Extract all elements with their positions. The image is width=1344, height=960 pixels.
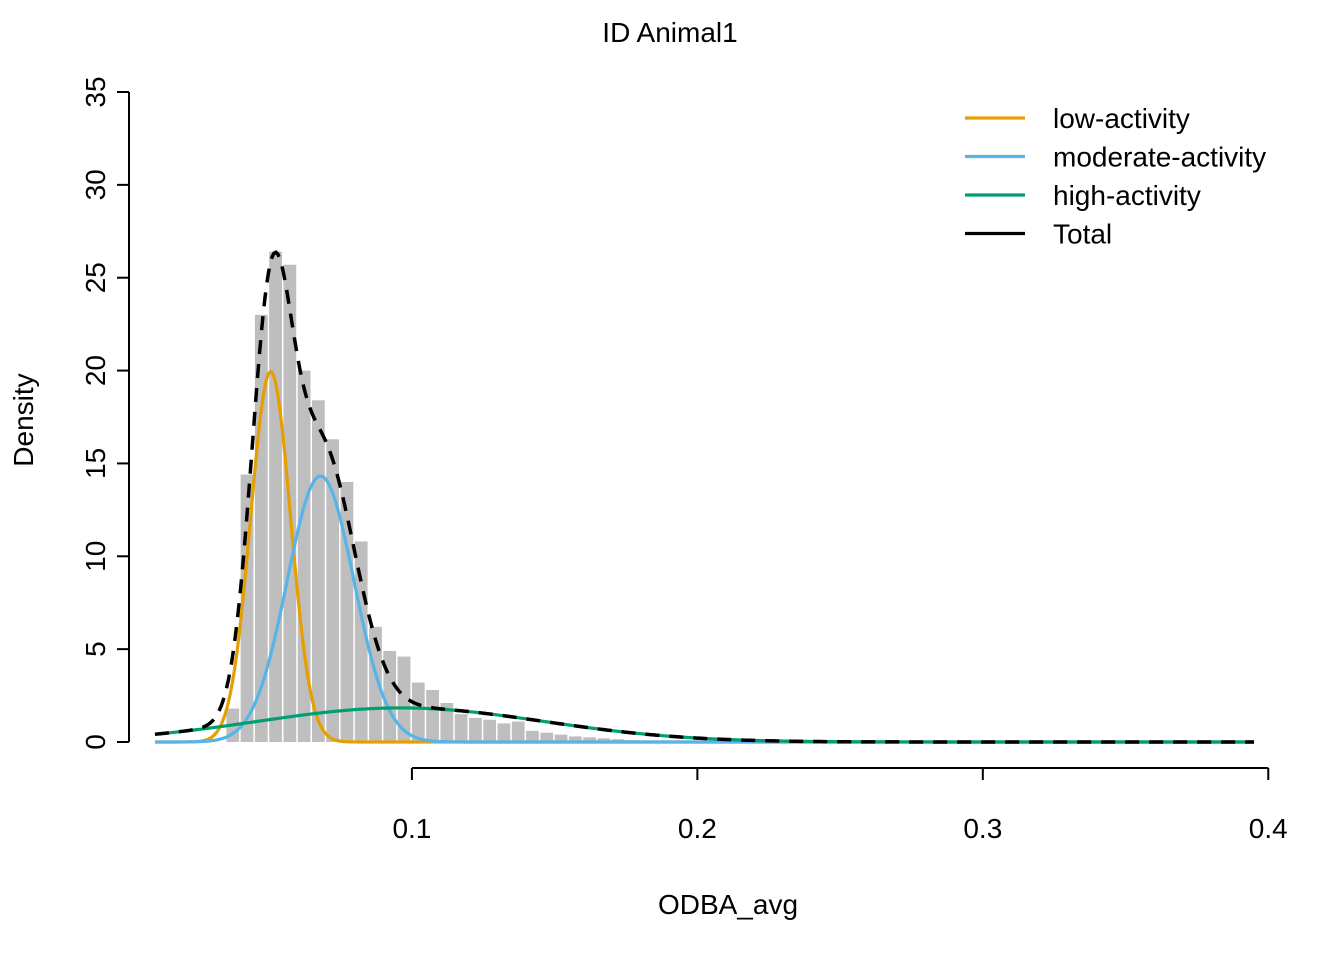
legend-label: moderate-activity [1053, 142, 1266, 173]
histogram-bar-26 [597, 738, 611, 742]
histogram-bar-25 [583, 737, 596, 742]
histogram-bar-15 [440, 703, 454, 742]
histogram-bar-19 [497, 723, 511, 742]
histogram-bar-18 [483, 719, 497, 742]
x-axis: 0.1 0.2 0.3 0.4 [392, 767, 1288, 844]
histogram-bar-8 [340, 482, 354, 742]
histogram-bar-13 [411, 682, 425, 742]
x-tick-label: 0.3 [963, 813, 1002, 844]
histogram-bar-20 [511, 721, 525, 742]
x-tick-label: 0.4 [1249, 813, 1288, 844]
density-curves [154, 250, 1254, 744]
y-tick-label: 10 [80, 541, 111, 572]
x-axis-label: ODBA_avg [658, 889, 798, 920]
y-tick-label: 15 [80, 448, 111, 479]
y-tick-label: 30 [80, 169, 111, 200]
histogram-bar-2 [254, 314, 268, 742]
histogram-bar-6 [312, 400, 325, 742]
histogram-bar-5 [297, 370, 311, 742]
x-tick-label: 0.1 [392, 813, 431, 844]
legend-label: high-activity [1053, 180, 1201, 211]
histogram-bar-16 [454, 714, 468, 742]
x-tick-label: 0.2 [678, 813, 717, 844]
series-line-total [154, 250, 1254, 744]
histogram-bar-17 [469, 717, 482, 742]
y-tick-label: 20 [80, 355, 111, 386]
y-tick-label: 0 [80, 734, 111, 750]
histogram-bar-7 [326, 439, 340, 742]
legend-label: low-activity [1053, 103, 1190, 134]
y-tick-label: 35 [80, 76, 111, 107]
legend: low-activity moderate-activity high-activi… [965, 103, 1266, 250]
legend-label: Total [1053, 219, 1112, 250]
histogram-bar-23 [554, 734, 568, 742]
histogram-bar-12 [397, 656, 411, 742]
histogram-bar-14 [426, 690, 439, 742]
y-axis: 0 5 10 15 20 25 30 35 [80, 76, 130, 750]
y-tick-label: 5 [80, 641, 111, 657]
histogram-bar-22 [540, 732, 554, 742]
y-tick-label: 25 [80, 262, 111, 293]
histogram-bar-3 [269, 251, 282, 742]
chart-title: ID Animal1 [602, 17, 737, 48]
histogram-bar-21 [526, 730, 539, 742]
y-axis-label: Density [8, 373, 39, 466]
histogram-bar-24 [568, 736, 582, 742]
